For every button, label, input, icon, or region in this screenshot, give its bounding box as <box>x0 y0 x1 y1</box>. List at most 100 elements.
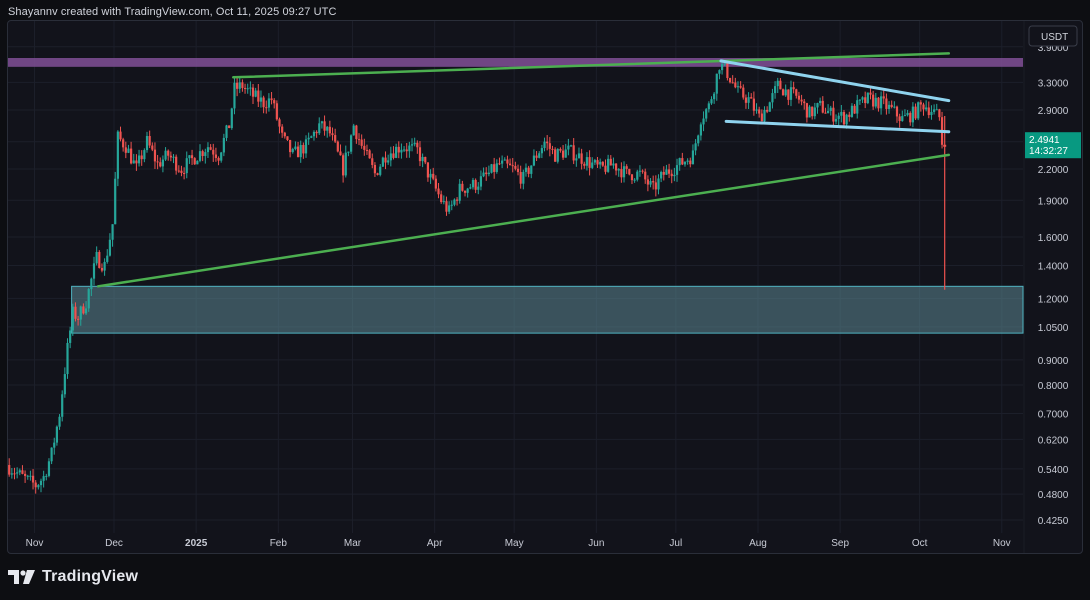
candle <box>466 187 469 198</box>
candle-body <box>763 109 766 122</box>
candle <box>132 153 135 164</box>
candle <box>877 97 880 112</box>
candle-body <box>347 151 350 153</box>
candle <box>903 109 907 117</box>
candle-body <box>914 106 917 119</box>
candle-body <box>421 156 424 162</box>
candle <box>177 165 180 173</box>
candle-body <box>193 158 196 165</box>
candle <box>283 131 286 139</box>
candle-body <box>408 145 411 152</box>
price-tick-label: 1.0500 <box>1038 323 1069 334</box>
candle-body <box>559 148 562 151</box>
candle <box>816 102 819 114</box>
candle <box>169 151 172 162</box>
candle-body <box>840 112 843 116</box>
candle-body <box>580 153 583 164</box>
candle <box>596 156 599 168</box>
candle-body <box>92 263 96 279</box>
candle-body <box>546 141 549 144</box>
candle-body <box>519 172 522 184</box>
candle <box>736 81 740 93</box>
candle <box>805 102 808 123</box>
candle-body <box>352 125 355 136</box>
chart-panel[interactable]: 3.90003.30002.90002.50002.20001.90001.60… <box>7 20 1083 554</box>
candle-body <box>739 86 742 88</box>
time-tick-label: Feb <box>270 538 288 549</box>
candle-body <box>850 105 854 117</box>
grid-lines <box>8 21 1023 533</box>
candle-body <box>251 87 255 97</box>
candle <box>53 437 56 455</box>
tradingview-brand[interactable]: TradingView <box>42 568 139 585</box>
candle-body <box>448 205 451 212</box>
candle <box>164 147 167 162</box>
candle <box>848 111 851 122</box>
price-chart[interactable]: 3.90003.30002.90002.50002.20001.90001.60… <box>8 21 1082 553</box>
chart-attribution: Shayannv created with TradingView.com, O… <box>8 6 337 18</box>
candle <box>718 69 721 80</box>
candle-body <box>127 148 130 153</box>
tradingview-logo-icon[interactable] <box>8 569 36 585</box>
candle <box>646 175 649 192</box>
candle-body <box>752 98 755 111</box>
time-tick-label: Mar <box>344 538 362 549</box>
candle-body <box>275 103 278 120</box>
candle <box>108 233 112 257</box>
candle <box>185 151 188 179</box>
candle <box>713 92 716 104</box>
candle <box>304 135 308 158</box>
candle <box>373 162 377 177</box>
candle-body <box>646 179 649 185</box>
candle-body <box>114 178 117 225</box>
candle-body <box>206 147 210 153</box>
candle <box>638 165 642 177</box>
candle-body <box>320 121 324 124</box>
candle-body <box>259 97 263 102</box>
candle-body <box>87 289 90 309</box>
candle <box>556 148 559 164</box>
candle <box>180 165 183 177</box>
candle <box>686 158 689 165</box>
candle-body <box>720 64 724 71</box>
price-tick-label: 0.7000 <box>1038 410 1069 421</box>
currency-label: USDT <box>1041 32 1068 43</box>
candle-body <box>773 86 777 94</box>
candle <box>331 127 334 141</box>
candle-body <box>18 470 21 473</box>
candle-body <box>657 178 660 190</box>
candle <box>151 142 154 152</box>
candle-body <box>363 145 366 150</box>
candle-body <box>702 118 705 125</box>
candle <box>728 77 732 84</box>
candle <box>689 157 692 168</box>
candle-body <box>675 165 679 175</box>
candle-body <box>405 149 408 152</box>
candle <box>797 91 801 104</box>
candle <box>609 155 612 166</box>
candle-body <box>832 107 835 122</box>
candle <box>752 91 755 116</box>
candle-body <box>323 121 326 131</box>
candle-body <box>371 158 374 165</box>
price-tick-label: 0.4250 <box>1038 516 1069 527</box>
candle-body <box>485 172 488 175</box>
candle <box>92 256 96 286</box>
candle <box>477 182 480 195</box>
candle <box>376 172 379 176</box>
candle-body <box>445 201 448 212</box>
candle-body <box>864 97 867 104</box>
candle-body <box>379 166 382 175</box>
candle-body <box>842 112 846 125</box>
candle-body <box>903 115 907 117</box>
candle-body <box>474 179 477 190</box>
candle <box>755 103 758 114</box>
candle-body <box>66 342 69 375</box>
candle <box>771 88 774 109</box>
candle <box>230 107 233 130</box>
candle-body <box>898 116 901 122</box>
candle-body <box>673 174 676 177</box>
candle-body <box>893 106 896 108</box>
candle-body <box>225 125 228 138</box>
currency-badge[interactable]: USDT <box>1028 25 1078 47</box>
